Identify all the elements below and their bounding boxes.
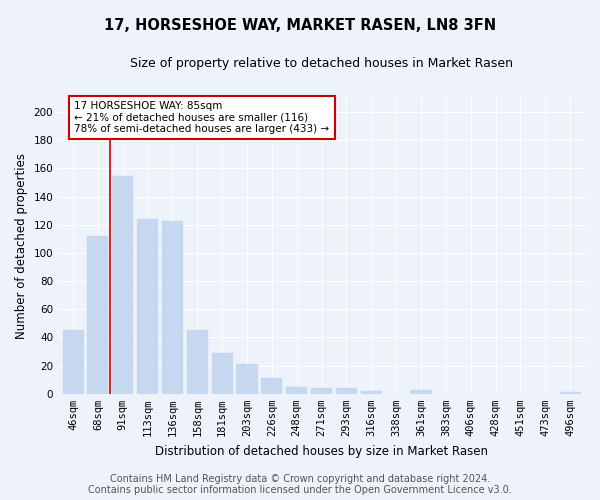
Text: Contains public sector information licensed under the Open Government Licence v3: Contains public sector information licen… xyxy=(88,485,512,495)
Text: 17, HORSESHOE WAY, MARKET RASEN, LN8 3FN: 17, HORSESHOE WAY, MARKET RASEN, LN8 3FN xyxy=(104,18,496,32)
Bar xyxy=(262,378,283,394)
Title: Size of property relative to detached houses in Market Rasen: Size of property relative to detached ho… xyxy=(130,58,513,70)
Text: 17 HORSESHOE WAY: 85sqm
← 21% of detached houses are smaller (116)
78% of semi-d: 17 HORSESHOE WAY: 85sqm ← 21% of detache… xyxy=(74,101,329,134)
Bar xyxy=(212,353,233,394)
Y-axis label: Number of detached properties: Number of detached properties xyxy=(15,153,28,339)
Bar xyxy=(187,330,208,394)
Bar xyxy=(88,236,109,394)
Bar xyxy=(410,390,431,394)
Bar xyxy=(311,388,332,394)
Bar xyxy=(137,219,158,394)
Bar xyxy=(560,392,581,394)
X-axis label: Distribution of detached houses by size in Market Rasen: Distribution of detached houses by size … xyxy=(155,444,488,458)
Bar xyxy=(162,220,183,394)
Bar xyxy=(361,391,382,394)
Bar xyxy=(112,176,133,394)
Text: Contains HM Land Registry data © Crown copyright and database right 2024.: Contains HM Land Registry data © Crown c… xyxy=(110,474,490,484)
Bar xyxy=(62,330,83,394)
Bar xyxy=(236,364,257,394)
Bar xyxy=(286,387,307,394)
Bar xyxy=(336,388,357,394)
